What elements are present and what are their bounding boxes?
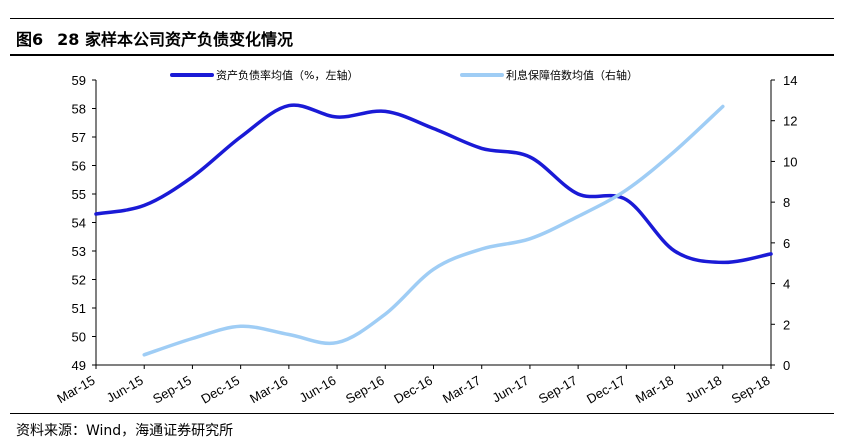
x-tick-label: Dec-16 xyxy=(391,373,435,407)
left-tick-label: 58 xyxy=(72,102,86,117)
right-tick-label: 4 xyxy=(783,277,790,292)
legend-label: 利息保障倍数均值（右轴） xyxy=(506,68,638,82)
left-tick-label: 51 xyxy=(72,301,86,316)
title-bottom-rule xyxy=(10,54,834,56)
figure-title: 28 家样本公司资产负债变化情况 xyxy=(57,30,293,49)
right-tick-label: 6 xyxy=(783,236,790,251)
right-tick-label: 0 xyxy=(783,358,790,373)
series-line-debt-ratio xyxy=(94,103,773,265)
chart-title: 图6 28 家样本公司资产负债变化情况 xyxy=(16,26,293,50)
x-tick-label: Mar-16 xyxy=(247,373,290,407)
left-tick-label: 56 xyxy=(72,159,86,174)
left-tick-label: 52 xyxy=(72,273,86,288)
series-line-interest-coverage xyxy=(142,104,725,357)
x-tick-label: Jun-18 xyxy=(682,373,724,406)
x-tick-label: Mar-18 xyxy=(633,373,676,407)
figure-number: 图6 xyxy=(16,30,44,49)
left-tick-label: 57 xyxy=(72,130,86,145)
x-tick-label: Mar-17 xyxy=(440,373,483,407)
x-tick-label: Mar-15 xyxy=(54,373,97,407)
legend-label: 资产负债率均值（%，左轴） xyxy=(216,68,358,82)
source-top-rule xyxy=(10,413,834,414)
x-tick-label: Jun-16 xyxy=(297,373,339,406)
x-tick-label: Sep-18 xyxy=(729,373,773,407)
x-tick-label: Dec-17 xyxy=(584,373,628,407)
source-note: 资料来源：Wind，海通证券研究所 xyxy=(16,423,234,439)
right-tick-label: 8 xyxy=(783,195,790,210)
x-tick-label: Sep-17 xyxy=(536,373,580,407)
right-tick-label: 14 xyxy=(783,73,797,88)
right-tick-label: 12 xyxy=(783,114,797,129)
x-tick-label: Dec-15 xyxy=(198,373,242,407)
left-tick-label: 54 xyxy=(72,216,86,231)
chart-series xyxy=(94,103,773,357)
right-tick-label: 10 xyxy=(783,154,797,169)
chart-legend: 资产负债率均值（%，左轴） 利息保障倍数均值（右轴） xyxy=(170,68,638,82)
x-tick-label: Jun-17 xyxy=(490,373,532,406)
left-tick-label: 53 xyxy=(72,244,86,259)
x-tick-label: Sep-15 xyxy=(150,373,194,407)
left-tick-label: 50 xyxy=(72,330,86,345)
title-top-rule xyxy=(10,18,834,19)
x-tick-label: Jun-15 xyxy=(104,373,146,406)
left-tick-label: 55 xyxy=(72,187,86,202)
left-tick-label: 49 xyxy=(72,358,86,373)
x-tick-label: Sep-16 xyxy=(343,373,387,407)
right-tick-label: 2 xyxy=(783,317,790,332)
left-tick-label: 59 xyxy=(72,73,86,88)
